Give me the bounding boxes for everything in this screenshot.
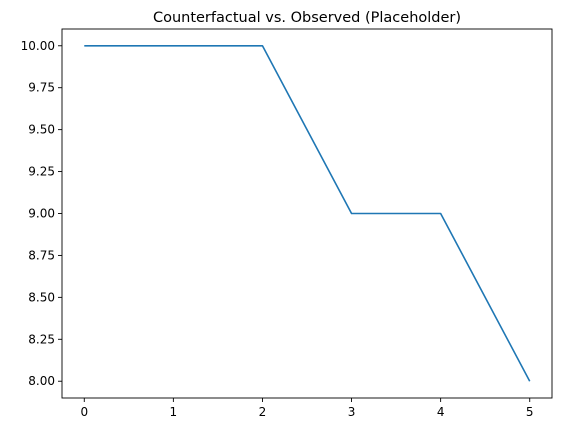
x-tick-label: 5 — [526, 405, 534, 419]
plot-area-frame — [62, 29, 552, 398]
y-tick-label: 9.25 — [28, 165, 55, 179]
x-tick-label: 0 — [80, 405, 88, 419]
x-tick-label: 4 — [437, 405, 445, 419]
y-tick-label: 8.25 — [28, 332, 55, 346]
series-line — [84, 46, 529, 381]
chart-title: Counterfactual vs. Observed (Placeholder… — [153, 10, 461, 26]
x-tick-label: 1 — [170, 405, 178, 419]
y-tick-label: 9.75 — [28, 81, 55, 95]
y-axis: 8.00 8.25 8.50 8.75 9.00 9.25 9.50 9.75 10.00 — [21, 39, 62, 388]
x-tick-label: 3 — [348, 405, 356, 419]
y-tick-label: 9.50 — [28, 123, 55, 137]
y-tick-label: 8.75 — [28, 248, 55, 262]
series-layer — [84, 46, 529, 381]
y-tick-label: 8.50 — [28, 290, 55, 304]
y-tick-label: 9.00 — [28, 207, 55, 221]
y-tick-label: 8.00 — [28, 374, 55, 388]
y-tick-label: 10.00 — [21, 39, 55, 53]
x-axis: 0 1 2 3 4 5 — [80, 398, 533, 419]
x-tick-label: 2 — [259, 405, 267, 419]
